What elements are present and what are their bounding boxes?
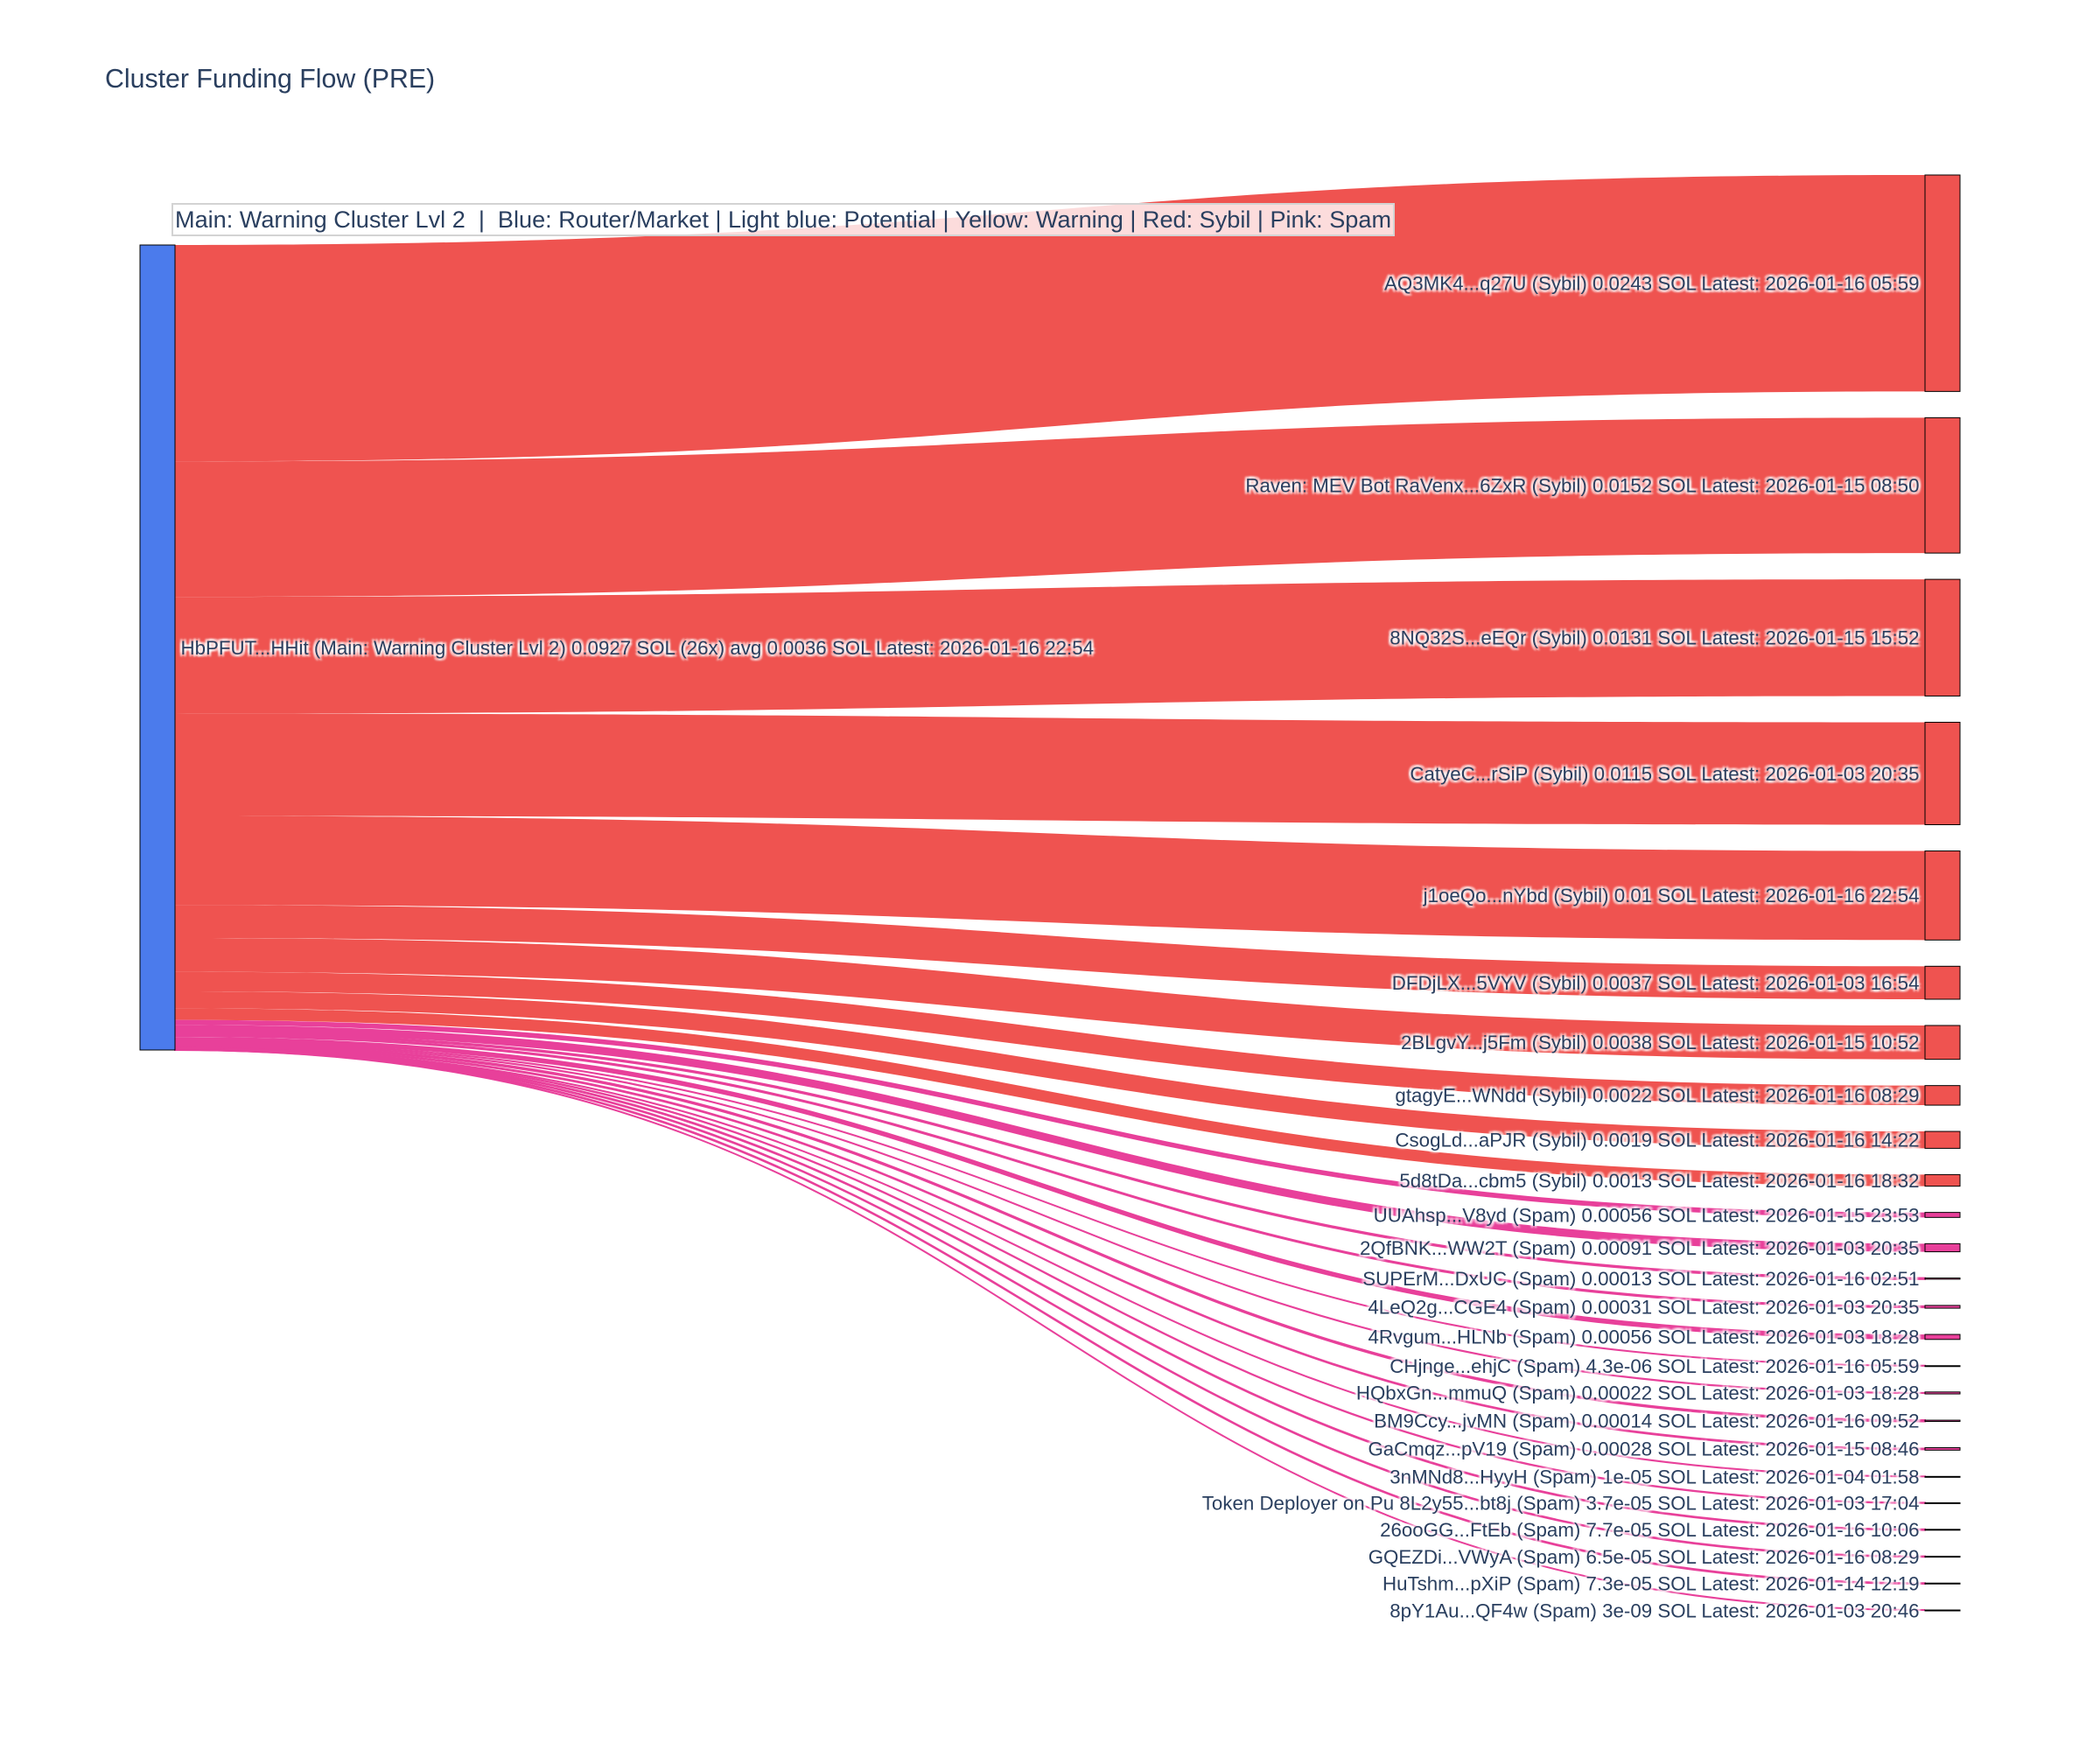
- svg-text:4Rvgum...HLNb (Spam) 0.00056 S: 4Rvgum...HLNb (Spam) 0.00056 SOL Latest:…: [1368, 1326, 1919, 1348]
- svg-text:Main: Warning Cluster Lvl 2 |: Main: Warning Cluster Lvl 2 | Blue: Rout…: [175, 206, 1391, 233]
- svg-text:CsogLd...aPJR (Sybil) 0.0019 S: CsogLd...aPJR (Sybil) 0.0019 SOL Latest:…: [1395, 1130, 1919, 1152]
- svg-text:CHjnge...ehjC (Spam) 4.3e-06 S: CHjnge...ehjC (Spam) 4.3e-06 SOL Latest:…: [1390, 1355, 1919, 1377]
- svg-text:HuTshm...pXiP (Spam) 7.3e-05 S: HuTshm...pXiP (Spam) 7.3e-05 SOL Latest:…: [1382, 1573, 1920, 1595]
- svg-text:5d8tDa...cbm5 (Sybil) 0.0013 S: 5d8tDa...cbm5 (Sybil) 0.0013 SOL Latest:…: [1399, 1170, 1919, 1192]
- svg-text:2QfBNK...WW2T (Spam) 0.00091 S: 2QfBNK...WW2T (Spam) 0.00091 SOL Latest:…: [1360, 1237, 1920, 1259]
- svg-text:SUPErM...DxUC (Spam) 0.00013 S: SUPErM...DxUC (Spam) 0.00013 SOL Latest:…: [1362, 1268, 1919, 1290]
- svg-text:CatyeC...rSiP (Sybil) 0.0115 S: CatyeC...rSiP (Sybil) 0.0115 SOL Latest:…: [1410, 763, 1919, 785]
- svg-text:UUAhsp...V8yd (Spam) 0.00056 S: UUAhsp...V8yd (Spam) 0.00056 SOL Latest:…: [1374, 1204, 1920, 1226]
- svg-text:j1oeQo...nYbd (Sybil) 0.01 SOL: j1oeQo...nYbd (Sybil) 0.01 SOL Latest: 2…: [1423, 885, 1920, 906]
- svg-text:BM9Ccy...jvMN (Spam) 0.00014 S: BM9Ccy...jvMN (Spam) 0.00014 SOL Latest:…: [1374, 1410, 1919, 1432]
- svg-text:4LeQ2g...CGE4 (Spam) 0.00031 S: 4LeQ2g...CGE4 (Spam) 0.00031 SOL Latest:…: [1368, 1296, 1919, 1318]
- svg-text:HbPFUT...HHit (Main: Warning C: HbPFUT...HHit (Main: Warning Cluster Lvl…: [181, 637, 1095, 659]
- svg-text:Token Deployer on Pu 8L2y55...: Token Deployer on Pu 8L2y55...bt8j (Spam…: [1202, 1493, 1920, 1515]
- svg-text:DFDjLX...5VYV (Sybil) 0.0037 S: DFDjLX...5VYV (Sybil) 0.0037 SOL Latest:…: [1392, 972, 1920, 994]
- svg-text:AQ3MK4...q27U (Sybil) 0.0243 S: AQ3MK4...q27U (Sybil) 0.0243 SOL Latest:…: [1384, 272, 1919, 294]
- svg-text:3nMNd8...HyyH (Spam) 1e-05 SOL: 3nMNd8...HyyH (Spam) 1e-05 SOL Latest: 2…: [1390, 1466, 1919, 1488]
- svg-text:GaCmqz...pV19 (Spam) 0.00028 S: GaCmqz...pV19 (Spam) 0.00028 SOL Latest:…: [1368, 1438, 1919, 1460]
- svg-text:2BLgvY...j5Fm (Sybil) 0.0038 S: 2BLgvY...j5Fm (Sybil) 0.0038 SOL Latest:…: [1401, 1032, 1919, 1054]
- svg-text:8pY1Au...QF4w (Spam) 3e-09 SOL: 8pY1Au...QF4w (Spam) 3e-09 SOL Latest: 2…: [1390, 1600, 1919, 1621]
- svg-text:GQEZDi...VWyA (Spam) 6.5e-05 S: GQEZDi...VWyA (Spam) 6.5e-05 SOL Latest:…: [1368, 1546, 1920, 1568]
- svg-text:Cluster Funding Flow (PRE): Cluster Funding Flow (PRE): [105, 65, 435, 94]
- svg-text:HQbxGn...mmuQ (Spam) 0.00022 S: HQbxGn...mmuQ (Spam) 0.00022 SOL Latest:…: [1356, 1382, 1920, 1404]
- svg-text:26ooGG...FtEb (Spam) 7.7e-05 S: 26ooGG...FtEb (Spam) 7.7e-05 SOL Latest:…: [1380, 1519, 1919, 1541]
- svg-text:8NQ32S...eEQr (Sybil) 0.0131 S: 8NQ32S...eEQr (Sybil) 0.0131 SOL Latest:…: [1390, 627, 1919, 649]
- svg-text:gtagyE...WNdd (Sybil) 0.0022 S: gtagyE...WNdd (Sybil) 0.0022 SOL Latest:…: [1395, 1085, 1919, 1107]
- svg-text:Raven: MEV Bot RaVenx...6ZxR (: Raven: MEV Bot RaVenx...6ZxR (Sybil) 0.0…: [1245, 475, 1919, 497]
